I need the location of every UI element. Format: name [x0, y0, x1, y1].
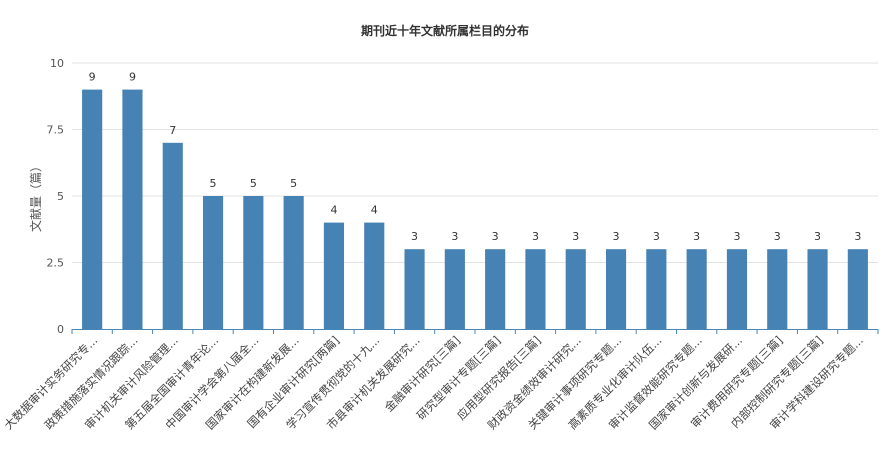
y-tick-label: 2.5 [47, 257, 65, 270]
x-tick-label: 金融审计研究[三篇] [382, 333, 463, 414]
bar [323, 222, 345, 329]
bar-value-label: 3 [693, 230, 700, 243]
chart-title: 期刊近十年文献所属栏目的分布 [360, 24, 529, 38]
bar-value-label: 5 [250, 177, 257, 190]
bar [82, 89, 103, 329]
y-tick-label: 10 [50, 57, 64, 70]
bar [847, 249, 868, 329]
bar [485, 249, 506, 329]
bar [162, 142, 183, 329]
y-axis-label: 文献量（篇） [28, 160, 43, 232]
bar-value-label: 5 [290, 177, 297, 190]
bar-value-label: 3 [572, 230, 579, 243]
bar-value-label: 3 [774, 230, 781, 243]
bar-value-label: 9 [89, 71, 96, 84]
bar-value-label: 4 [371, 204, 378, 217]
bar-value-label: 7 [169, 124, 176, 137]
bar-value-label: 9 [129, 71, 136, 84]
bar-value-label: 3 [532, 230, 539, 243]
bar-value-label: 3 [451, 230, 458, 243]
bar [807, 249, 828, 329]
bar-value-label: 3 [613, 230, 620, 243]
bar [686, 249, 707, 329]
bar [243, 196, 264, 329]
bar-value-label: 4 [330, 204, 337, 217]
bar [767, 249, 788, 329]
bar [202, 196, 224, 329]
y-tick-label: 0 [57, 323, 64, 336]
bar-value-label: 3 [492, 230, 499, 243]
bar [565, 249, 586, 329]
bar-value-label: 3 [814, 230, 821, 243]
bar-value-label: 3 [411, 230, 418, 243]
bar [404, 249, 425, 329]
bar-value-label: 5 [210, 177, 217, 190]
bar [364, 222, 385, 329]
bar-value-label: 3 [733, 230, 740, 243]
y-tick-label: 7.5 [47, 124, 65, 137]
bar [726, 249, 748, 329]
bar [646, 249, 667, 329]
bar-value-label: 3 [653, 230, 660, 243]
bar [283, 196, 304, 329]
y-tick-label: 5 [57, 190, 64, 203]
bar [122, 89, 143, 329]
bar [525, 249, 546, 329]
bar-value-label: 3 [854, 230, 861, 243]
bar [605, 249, 627, 329]
bar [444, 249, 465, 329]
